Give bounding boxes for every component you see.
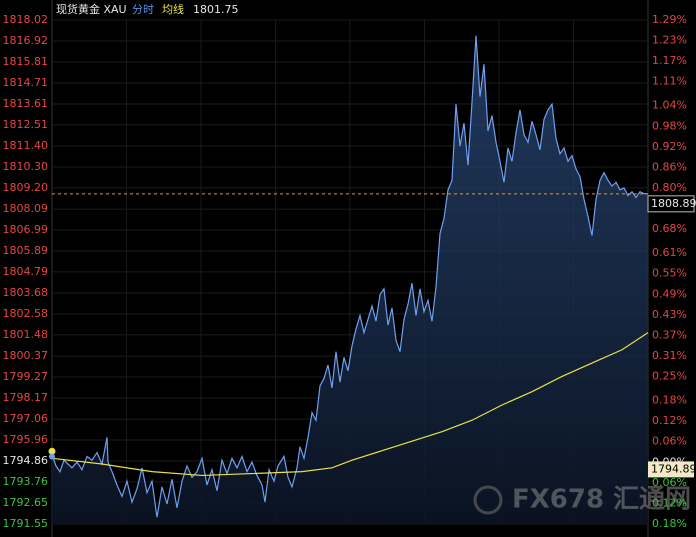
y-tick-label: 1818.02 — [3, 13, 49, 26]
avg-start — [48, 447, 56, 455]
y2-tick-label: 1.04% — [652, 99, 687, 112]
y2-tick-label: 0.12% — [652, 496, 687, 509]
y-tick-label: 1794.86 — [3, 454, 49, 467]
cursor-price-label: 1794.89 — [651, 462, 696, 475]
last-price-box — [647, 195, 695, 213]
y-tick-label: 1791.55 — [3, 517, 49, 530]
y-tick-label: 1798.17 — [3, 391, 49, 404]
y-tick-label: 1803.68 — [3, 286, 49, 299]
y-tick-label: 1793.76 — [3, 475, 49, 488]
y-tick-label: 1811.40 — [3, 139, 49, 152]
watermark: FX678 汇通网 — [512, 485, 691, 515]
y2-tick-label: 0.80% — [652, 181, 687, 194]
avg-label: 均线 — [162, 2, 184, 16]
plot — [48, 35, 649, 524]
y-tick-label: 1804.79 — [3, 265, 49, 278]
series-line — [51, 35, 649, 518]
y-tick-label: 1812.51 — [3, 118, 49, 131]
y2-tick-label: 0.18% — [652, 517, 687, 530]
y-tick-label: 1808.09 — [3, 202, 49, 215]
y2-tick-label: 0.92% — [652, 140, 687, 153]
instrument: 现货黄金 XAU — [56, 2, 127, 16]
y2-tick-label: 0.31% — [652, 349, 687, 362]
y2-tick-label: 0.98% — [652, 119, 687, 132]
y2-tick-label: 1.11% — [652, 75, 687, 88]
y-tick-label: 1801.48 — [3, 328, 49, 341]
last-price-label: 1808.89 — [651, 197, 696, 210]
y2-tick-label: 0.25% — [652, 370, 687, 383]
y2-tick-label: 0.68% — [652, 222, 687, 235]
y-tick-label: 1809.20 — [3, 181, 49, 194]
avg-value: 1801.75 — [193, 3, 239, 16]
watermark-logo — [473, 485, 503, 515]
y2-tick-label: 0.86% — [652, 160, 687, 173]
y2-tick-label: 0.06% — [652, 435, 687, 448]
y-tick-label: 1810.30 — [3, 160, 49, 173]
price-start — [49, 453, 55, 460]
y2-tick-label: 0.55% — [652, 267, 687, 280]
y-tick-label: 1797.06 — [3, 412, 49, 425]
y-tick-label: 1813.61 — [3, 97, 49, 110]
y2-tick-label: 0.61% — [652, 246, 687, 259]
y-tick-label: 1805.89 — [3, 244, 49, 257]
series-line — [51, 332, 649, 477]
y2-tick-label: 0.12% — [652, 414, 687, 427]
y-tick-label: 1792.65 — [3, 496, 49, 509]
y-tick-label: 1815.81 — [3, 55, 49, 68]
axes: 1818.02 1816.92 1815.81 1814.71 1813.61 1812.… — [3, 13, 696, 530]
y-tick-label: 1799.27 — [3, 370, 49, 383]
y2-tick-label: 0.43% — [652, 308, 687, 321]
y-tick-label: 1802.58 — [3, 307, 49, 320]
y-tick-label: 1816.92 — [3, 34, 49, 47]
y2-tick-label: 0.18% — [652, 394, 687, 407]
y2-tick-label: 1.29% — [652, 13, 687, 26]
y2-tick-label: 0.06% — [652, 476, 687, 489]
cursor-price-box — [648, 461, 694, 478]
y2-tick-label: 1.23% — [652, 34, 687, 47]
y2-tick-label: 0.49% — [652, 287, 687, 300]
y-tick-label: 1795.96 — [3, 433, 49, 446]
y-tick-label: 1800.37 — [3, 349, 49, 362]
y2-tick-label: 0.37% — [652, 328, 687, 341]
y2-tick-label: 1.17% — [652, 54, 687, 67]
y-tick-label: 1806.99 — [3, 223, 49, 236]
mode: 分时 — [132, 3, 154, 16]
y-tick-label: 1814.71 — [3, 76, 49, 89]
